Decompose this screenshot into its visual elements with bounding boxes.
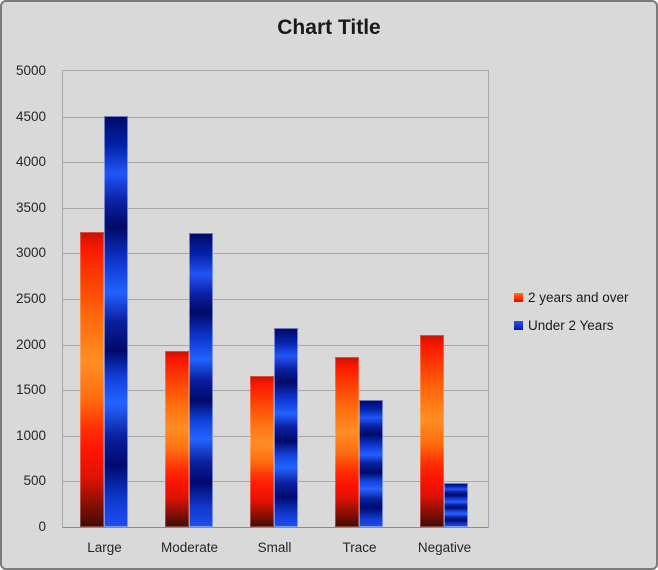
y-tick-label: 2500: [15, 291, 46, 306]
y-tick-label: 4000: [15, 154, 46, 169]
bar: [189, 233, 213, 527]
bar: [80, 232, 104, 527]
plot-area: [62, 70, 489, 528]
legend-swatch-icon: [514, 292, 523, 302]
x-category-label: Negative: [417, 540, 472, 555]
bar: [104, 116, 128, 527]
x-category-label: Trace: [342, 540, 377, 555]
bar: [250, 376, 274, 527]
y-tick-label: 2000: [15, 337, 46, 352]
y-tick-label: 0: [38, 519, 46, 534]
gridline: [63, 117, 488, 118]
bar: [274, 328, 298, 527]
gridline: [63, 299, 488, 300]
y-tick-label: 4500: [15, 109, 46, 124]
y-tick-label: 1500: [15, 382, 46, 397]
y-tick-label: 500: [23, 473, 46, 488]
y-tick-label: 3000: [15, 245, 46, 260]
bar: [165, 351, 189, 527]
bar: [444, 483, 468, 527]
legend-swatch-icon: [514, 320, 523, 330]
gridline: [63, 162, 488, 163]
gridline: [63, 208, 488, 209]
gridline: [63, 253, 488, 254]
legend-item: Under 2 Years: [514, 316, 629, 334]
chart-title: Chart Title: [277, 16, 381, 39]
legend-item: 2 years and over: [514, 288, 629, 306]
legend: 2 years and over Under 2 Years: [514, 288, 629, 344]
x-category-label: Moderate: [160, 540, 219, 555]
y-tick-label: 5000: [15, 63, 46, 78]
y-tick-label: 1000: [15, 428, 46, 443]
bar: [359, 400, 383, 527]
x-category-label: Large: [87, 540, 122, 555]
x-category-label: Small: [257, 540, 292, 555]
bar: [420, 335, 444, 527]
x-axis: Large Moderate Small Trace Negative: [62, 538, 489, 558]
bar: [335, 357, 359, 527]
y-axis: 0 500 1000 1500 2000 2500 3000 3500 4000 4500 5000: [2, 2, 46, 568]
y-tick-label: 3500: [15, 200, 46, 215]
legend-label: 2 years and over: [528, 289, 629, 305]
legend-label: Under 2 Years: [528, 317, 614, 333]
